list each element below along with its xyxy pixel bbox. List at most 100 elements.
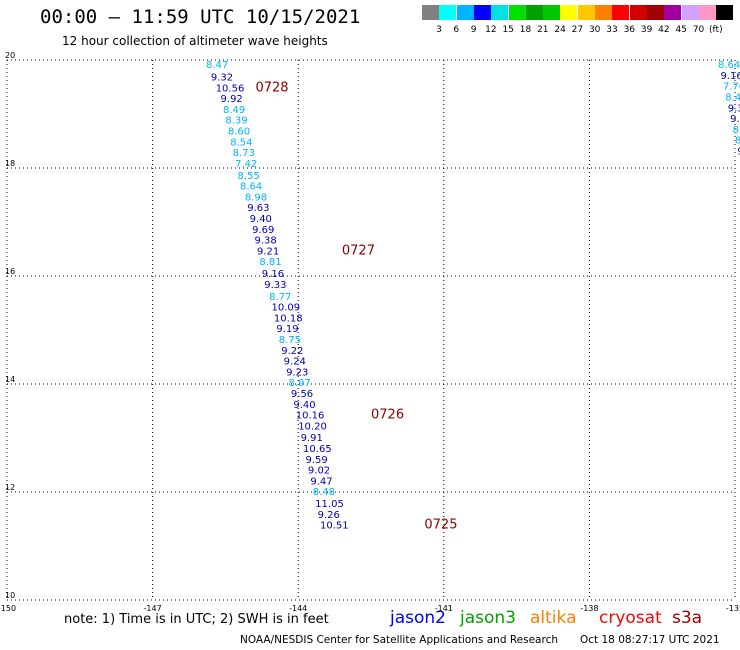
swh-value: 8.75 [279,335,301,346]
legend-item-jason2: jason2 [390,608,446,628]
swh-value: 8.42 [725,93,740,104]
swh-value: 7.42 [235,159,257,170]
swh-value: 8.9 [733,125,740,136]
swh-value: 9.40 [250,214,272,225]
legend-item-cryosat: cryosat [599,608,662,628]
swh-value: 10.65 [303,444,332,455]
time-label: 0727 [342,243,375,258]
color-scale-label: 6 [453,25,460,35]
chart-title: 00:00 — 11:59 UTC 10/15/2021 [40,6,361,28]
time-label: 0725 [424,518,457,533]
color-scale-label: 36 [623,25,636,35]
swh-value: 9.32 [211,73,233,84]
swh-value: 9.22 [281,346,303,357]
swh-value: 8.64 [240,182,262,193]
color-swatch [422,5,439,20]
color-scale-label: 21 [537,25,549,35]
color-swatch [560,5,578,20]
color-swatch [577,5,595,20]
color-swatch [595,5,612,20]
swh-value: 9.56 [291,389,313,400]
swh-value: 9.16 [720,71,740,82]
color-swatch [612,5,630,20]
swh-value: 9.54 [730,114,740,125]
swh-value: 8.39 [225,116,247,127]
legend-item-jason3: jason3 [460,608,516,628]
y-tick-label: 12 [5,483,15,492]
color-scale-label: 9 [470,25,477,35]
color-swatch [629,5,647,20]
y-tick-label: 10 [5,591,15,600]
swh-value: 8.49 [223,105,245,116]
color-swatch [456,5,474,20]
swh-value: 10.20 [298,421,327,432]
swh-value: 9.91 [301,433,323,444]
swh-value: 9.33 [264,280,286,291]
color-scale-label: 27 [571,25,584,35]
color-swatch [664,5,682,20]
swh-value: 8.81 [259,257,281,268]
swh-value: 8.73 [233,148,255,159]
swh-value: 8.60 [228,127,250,138]
swh-value: 9.59 [305,455,327,466]
color-scale-label: 15 [502,25,514,35]
legend-item-altika: altika [530,608,577,628]
y-tick-label: 16 [5,267,15,276]
swh-value: 9.33 [728,103,740,114]
swh-value: 9.02 [308,466,330,477]
swh-value: 8.47 [206,60,228,71]
swh-value: 8.54 [230,137,252,148]
swh-value: 9.92 [221,94,243,105]
swh-value: 9.19 [276,324,298,335]
color-swatch [698,5,716,20]
swh-value: 11.05 [315,499,344,510]
time-label: 0726 [371,408,404,423]
swh-value: 8.97 [288,378,310,389]
color-swatch [525,5,543,20]
color-swatch [646,5,664,20]
color-scale-label: 70 [692,25,705,35]
color-scale-label: 42 [658,25,670,35]
color-swatch [681,5,699,20]
swh-value: 9.24 [284,357,306,368]
swh-value: 9.63 [247,203,269,214]
color-scale-label: 24 [554,25,566,35]
y-tick-label: 14 [5,375,15,384]
swh-value: 10.09 [272,303,301,314]
generation-timestamp: Oct 18 08:27:17 UTC 2021 [580,634,720,646]
swh-value: 10.16 [296,411,325,422]
swh-value: 9. [737,147,740,158]
color-swatch [491,5,509,20]
swh-value: 8.77 [269,292,291,303]
swh-value: 9.69 [252,225,274,236]
x-tick-label: -147 [144,604,162,613]
x-tick-label: -141 [435,604,453,613]
swh-value: 9.47 [310,476,332,487]
x-tick-label: -150 [0,604,16,613]
y-tick-label: 20 [5,51,15,60]
swh-value: 9.16 [262,269,284,280]
swh-value: 8.64 [718,60,740,71]
color-swatch [716,5,734,20]
x-tick-label: -138 [580,604,598,613]
swh-value: 9.38 [255,236,277,247]
color-swatch [439,5,457,20]
swh-value: 7.70 [723,82,740,93]
color-scale-label: 3 [436,25,442,35]
swh-value: 9.21 [257,246,279,257]
swh-value: 10.56 [216,83,245,94]
swh-value: 10.18 [274,313,303,324]
legend-item-s3a: s3a [672,608,703,628]
swh-value: 8.48 [313,487,335,498]
swh-value: 9.23 [286,367,308,378]
color-scale-label: 45 [675,25,687,35]
color-scale-label: 18 [519,25,532,35]
color-swatch [473,5,491,20]
color-scale-label: 12 [485,25,497,35]
color-scale-label: 33 [606,25,618,35]
color-swatch [543,5,561,20]
swh-value: 8.55 [238,171,260,182]
chart-subtitle: 12 hour collection of altimeter wave hei… [62,34,328,48]
color-scale-label: (ft) [709,25,723,35]
